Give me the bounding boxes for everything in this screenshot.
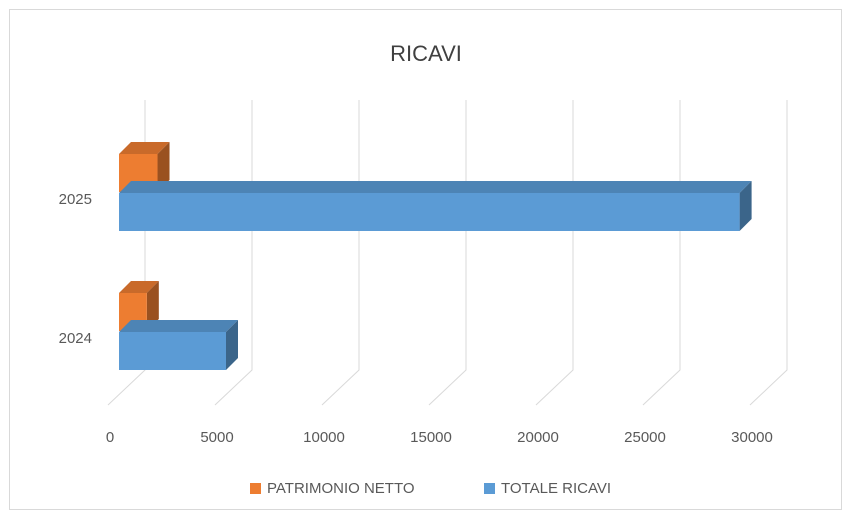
x-tick-label: 25000 <box>624 429 666 446</box>
bar-top <box>119 320 238 332</box>
x-tick-label: 5000 <box>200 429 233 446</box>
x-tick-label: 20000 <box>517 429 559 446</box>
bar-top <box>119 281 159 293</box>
legend-label: PATRIMONIO NETTO <box>267 480 415 497</box>
y-tick-label: 2025 <box>59 191 92 208</box>
x-tick-label: 30000 <box>731 429 773 446</box>
legend-swatch <box>250 483 261 494</box>
bar-side <box>739 181 752 231</box>
bar-top <box>119 181 752 193</box>
x-tick-label: 10000 <box>303 429 345 446</box>
chart-frame <box>9 9 842 510</box>
x-tick-label: 15000 <box>410 429 452 446</box>
legend-label: TOTALE RICAVI <box>501 480 611 497</box>
legend-swatch <box>484 483 495 494</box>
x-tick-label: 0 <box>106 429 114 446</box>
bar <box>119 332 226 370</box>
bar <box>119 193 740 231</box>
bar-side <box>157 142 170 192</box>
bar-side <box>226 320 238 370</box>
bar-top <box>119 142 170 154</box>
grid-line <box>749 100 788 406</box>
chart-title: RICAVI <box>390 41 462 66</box>
y-tick-label: 2024 <box>59 330 92 347</box>
bar-side <box>146 281 159 331</box>
